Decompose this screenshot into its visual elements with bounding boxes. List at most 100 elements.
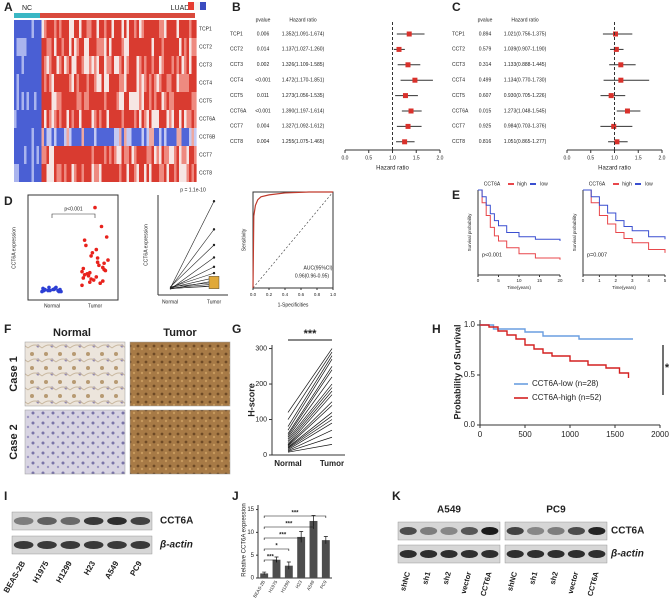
significance: *** [304,328,318,340]
heatmap-cell [131,164,135,182]
heatmap-cell [161,128,165,146]
heatmap-cell [176,56,180,74]
heatmap-cell [109,164,112,182]
data-point [212,243,216,247]
heatmap-cell [51,38,55,56]
heatmap-cell [19,110,22,128]
lane-label: BEAS-2B [2,559,27,594]
heatmap-cell [91,74,95,92]
x-axis-label: Hazard ratio [598,166,631,172]
bar [321,540,330,578]
hr-label: 1.134(0.770-1.730) [504,78,547,84]
heatmap-cell [104,110,107,128]
heatmap-cell [129,20,132,38]
blot-strip [11,535,153,555]
y-tick-label: 0 [251,576,255,582]
significance-bracket [263,559,277,562]
group-label: PC9 [546,505,566,516]
pair-line [169,283,215,289]
heatmap-cell [151,164,155,182]
heatmap-cell [66,110,70,128]
significance-bracket [263,537,302,540]
heatmap-cell [174,56,177,74]
heatmap-cell [126,92,130,110]
gene-label: CCT3 [230,62,243,68]
heatmap-cell [101,110,105,128]
heatmap-cell [76,110,80,128]
lane-label: CCT6A [585,570,600,597]
heatmap-cell [91,128,95,146]
heatmap-cell [166,74,170,92]
heatmap-cell [64,38,67,56]
gene-label: CCT4 [230,78,243,84]
heatmap-cell [44,110,47,128]
heatmap-cell [61,92,65,110]
blot-band [420,527,438,535]
heatmap-cell [66,38,70,56]
heatmap-cell [139,74,142,92]
heatmap-cell [44,74,47,92]
heatmap-cell [181,20,185,38]
heatmap-cell [71,128,75,146]
heatmap-cell [109,20,112,38]
heatmap-cell [121,56,125,74]
heatmap-cell [164,74,167,92]
pair-line [287,390,333,443]
heatmap-cell [66,56,70,74]
heatmap-cell [126,56,130,74]
heatmap-cell [89,128,92,146]
heatmap-cell [194,56,197,74]
heatmap-cell [24,110,27,128]
heatmap-cell [164,38,167,56]
panel-letter: I [4,489,7,503]
heatmap-cell [114,56,117,74]
heatmap-cell [44,164,47,182]
heatmap-cell [166,164,170,182]
lane-label: CCT6A [478,570,493,597]
heatmap-cell [14,20,17,38]
heatmap-cell [26,74,30,92]
x-tick-label: H1975 [267,579,278,593]
heatmap-cell [164,164,167,182]
pair-line [287,366,333,434]
heatmap-cell [56,110,60,128]
heatmap-cell [94,110,97,128]
heatmap-cell [181,164,185,182]
heatmap-cell [146,146,150,164]
hr-point [624,108,630,114]
x-tick-label: 0.0 [564,155,571,161]
heatmap-cell [144,146,147,164]
group-bar [14,13,40,18]
lane-label: H1975 [31,559,51,584]
heatmap-cell [51,56,55,74]
heatmap-cell [99,56,102,74]
y-tick-label: 0.5 [464,370,476,379]
lane-label: shNC [398,570,412,592]
heatmap-cell [34,92,37,110]
heatmap-cell [84,38,87,56]
pair-line [287,405,333,447]
heatmap-cell [126,20,130,38]
heatmap-cell [69,110,72,128]
heatmap-cell [69,56,72,74]
hr-point [405,62,411,68]
heatmap-cell [191,164,195,182]
legend-label: low [540,181,548,187]
heatmap-cell [101,56,105,74]
heatmap-cell [106,146,110,164]
heatmap-cell [49,92,52,110]
heatmap-cell [116,74,120,92]
gene-label: TCP1 [199,26,212,32]
heatmap-cell [59,146,62,164]
heatmap-cell [16,92,20,110]
gene-label: CCT8 [199,170,212,176]
heatmap-cell [76,74,80,92]
hr-point [608,93,614,99]
heatmap-cell [54,74,57,92]
heatmap-cell [189,164,192,182]
heatmap-cell [146,74,150,92]
heatmap-cell [114,128,117,146]
heatmap-cell [21,38,25,56]
x-tick-label: 0 [582,278,585,283]
heatmap-cell [169,110,172,128]
